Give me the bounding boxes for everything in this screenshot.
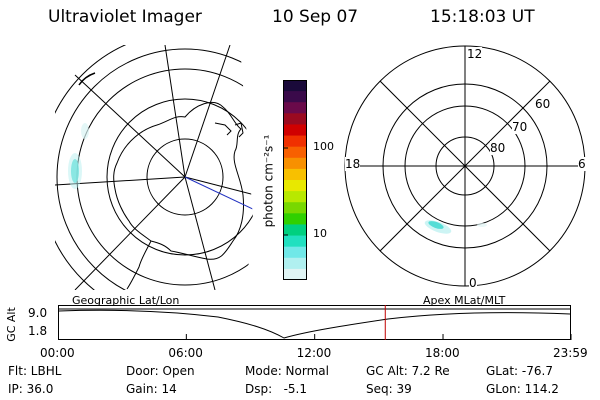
colorbar-segment	[283, 113, 307, 125]
image-time: 15:18:03 UT	[430, 7, 535, 27]
colorbar-tick-10: 10	[313, 227, 327, 240]
colorbar-segment	[283, 235, 307, 248]
image-date: 10 Sep 07	[272, 7, 359, 27]
geographic-map	[55, 45, 255, 290]
colorbar-segment	[283, 124, 307, 137]
timeline-xtick-label: 12:00	[296, 346, 332, 360]
colorbar-unit-label: photon cm⁻²s⁻¹	[261, 134, 276, 228]
param-glat: GLat: -76.7	[486, 364, 553, 378]
param-dsp: Dsp: -5.1	[245, 382, 308, 396]
mlt-label-12: 12	[467, 47, 483, 61]
colorbar-segment	[283, 246, 307, 259]
param-seq: Seq: 39	[366, 382, 412, 396]
param-door: Door: Open	[126, 364, 195, 378]
colorbar-segment	[283, 146, 307, 159]
colorbar	[283, 80, 307, 280]
satellite-track	[184, 176, 255, 211]
colorbar-segment	[283, 157, 307, 170]
timeline-xtick-label: 18:00	[425, 346, 460, 360]
geo-map-label: Geographic Lat/Lon	[72, 294, 180, 307]
colorbar-segment	[283, 268, 307, 280]
polar-plot-label: Apex MLat/MLT	[423, 294, 506, 307]
colorbar-segment	[283, 102, 307, 114]
colorbar-segment	[283, 224, 307, 237]
polar-plot	[344, 45, 586, 287]
geo-lat-circle	[56, 48, 255, 290]
param-mode: Mode: Normal	[245, 364, 329, 378]
param-ip: IP: 36.0	[8, 382, 54, 396]
param-filter: Flt: LBHL	[8, 364, 62, 378]
timeline-xtick-label: 06:00	[168, 346, 203, 360]
colorbar-segment	[283, 135, 307, 148]
timeline-ytick-top: 9.0	[28, 306, 48, 320]
instrument-title: Ultraviolet Imager	[48, 7, 202, 27]
colorbar-segment	[283, 180, 307, 192]
colorbar-tick-100: 100	[313, 140, 334, 153]
colorbar-segment	[283, 213, 307, 225]
colorbar-segment	[283, 80, 307, 92]
geo-lat-circle	[106, 98, 255, 256]
timeline-plot	[58, 305, 572, 340]
mlt-label-0: 0	[469, 276, 477, 290]
altitude-curve	[58, 309, 571, 339]
mlt-label-6: 6	[578, 157, 586, 171]
mlat-label-70: 70	[512, 120, 528, 134]
param-glon: GLon: 114.2	[486, 382, 559, 396]
mlt-label-18: 18	[345, 157, 361, 171]
geo-lat-circle	[55, 45, 255, 290]
timeline-ylabel: GC Alt	[4, 307, 18, 342]
timeline-ytick-bottom: 1.8	[28, 324, 48, 338]
mlat-label-80: 80	[490, 141, 506, 155]
param-gain: Gain: 14	[126, 382, 177, 396]
geo-lat-circle	[146, 138, 224, 216]
colorbar-segment	[283, 202, 307, 214]
timeline-xtick-label: 00:00	[40, 346, 75, 360]
continent-outline	[113, 102, 244, 260]
colorbar-segment	[283, 91, 307, 103]
colorbar-segment	[283, 257, 307, 270]
mlat-label-60: 60	[535, 97, 551, 111]
colorbar-segment	[283, 191, 307, 203]
timeline-xtick-label: 23:59	[553, 346, 588, 360]
param-gc-alt: GC Alt: 7.2 Re	[366, 364, 450, 378]
peninsula-outline	[126, 240, 152, 290]
colorbar-segment	[283, 168, 307, 181]
